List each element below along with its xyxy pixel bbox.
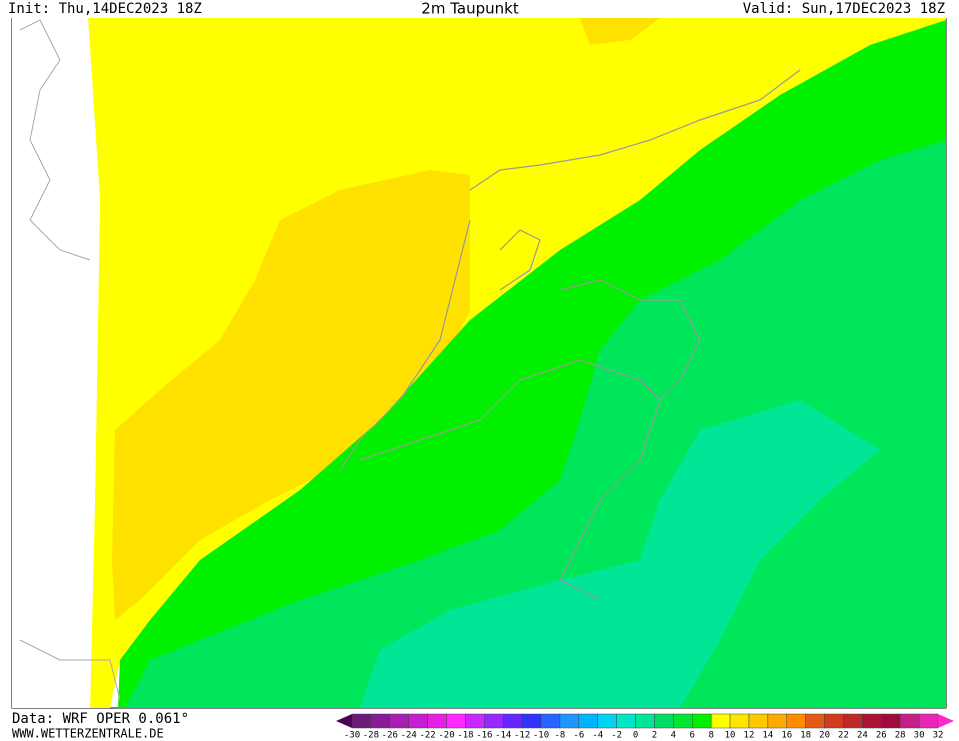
colorbar-box	[729, 713, 750, 729]
colorbar-box	[881, 713, 901, 729]
colorbar-label: 32	[933, 731, 944, 741]
colorbar-label: -26	[382, 731, 398, 741]
colorbar-label: -10	[533, 731, 549, 741]
colorbar-label: -8	[555, 731, 566, 741]
orange-zone	[112, 170, 470, 620]
colorbar-box	[899, 713, 920, 729]
colorbar-box	[578, 713, 598, 729]
colorbar-label: -6	[573, 731, 584, 741]
colorbar-label: -16	[476, 731, 492, 741]
colorbar-label: 30	[914, 731, 925, 741]
valid-text: Valid: Sun,17DEC2023 18Z	[743, 1, 945, 17]
colorbar-box	[767, 713, 788, 729]
site-url: WWW.WETTERZENTRALE.DE	[12, 727, 164, 741]
colorbar-low-arrow	[336, 714, 352, 728]
coast-west	[19, 19, 121, 701]
colorbar-label: 0	[633, 731, 638, 741]
colorbar-box	[692, 713, 712, 729]
colorbar-box	[540, 713, 561, 729]
colorbar-box	[559, 713, 580, 729]
colorbar-label: -2	[611, 731, 622, 741]
colorbar-label: -28	[363, 731, 379, 741]
colorbar-label: -30	[344, 731, 360, 741]
colorbar-label: -24	[401, 731, 417, 741]
colorbar-box	[786, 713, 806, 729]
colorbar-box	[673, 713, 693, 729]
yellow-zone	[88, 18, 946, 708]
borders	[339, 69, 801, 601]
colorbar-label: 8	[708, 731, 713, 741]
colorbar-box	[710, 713, 731, 729]
colorbar-box	[918, 713, 939, 729]
colorbar-box	[805, 713, 825, 729]
colorbar-box	[616, 713, 636, 729]
colorbar-label: 20	[819, 731, 830, 741]
header-bg	[0, 0, 959, 18]
colorbar-label: 12	[744, 731, 755, 741]
colorbar-box	[521, 713, 542, 729]
colorbar-label: 28	[895, 731, 906, 741]
colorbar-high-arrow	[938, 714, 954, 728]
colorbar-box	[408, 713, 428, 729]
colorbar-label: 16	[781, 731, 792, 741]
colorbar-label: 2	[652, 731, 657, 741]
colorbar-box	[389, 713, 409, 729]
colorbar-box	[597, 713, 617, 729]
colorbar-box	[843, 713, 863, 729]
map	[11, 17, 947, 709]
colorbar-box	[824, 713, 844, 729]
colorbar-label: -22	[419, 731, 435, 741]
colorbar-label: -4	[592, 731, 603, 741]
colorbar-label: 4	[671, 731, 676, 741]
colorbar-label: 24	[857, 731, 868, 741]
colorbar: -30 -28 -26 -24 -22 -20 -18 -16 -14 -12 -10 -8 -6 -4-…	[336, 713, 954, 741]
colorbar-label: -20	[438, 731, 454, 741]
colorbar-box	[862, 713, 882, 729]
land-west	[12, 18, 100, 708]
colorbar-label: 10	[725, 731, 736, 741]
colorbar-label: 14	[762, 731, 773, 741]
colorbar-label: 22	[838, 731, 849, 741]
colorbar-label: -18	[457, 731, 473, 741]
colorbar-box	[465, 713, 485, 729]
colorbar-label: 18	[800, 731, 811, 741]
colorbar-label: -14	[495, 731, 511, 741]
data-source: Data: WRF OPER 0.061°	[12, 711, 189, 727]
colorbar-box	[654, 713, 674, 729]
colorbar-label: 6	[690, 731, 695, 741]
colorbar-label: 26	[876, 731, 887, 741]
colorbar-box	[502, 713, 523, 729]
colorbar-box	[427, 713, 447, 729]
map-title: 2m Taupunkt	[421, 0, 519, 18]
colorbar-box	[484, 713, 504, 729]
init-text: Init: Thu,14DEC2023 18Z	[8, 1, 202, 17]
colorbar-label: -12	[514, 731, 530, 741]
teal-zone	[360, 400, 880, 708]
colorbar-box	[748, 713, 769, 729]
colorbar-box	[635, 713, 655, 729]
colorbar-box	[351, 713, 372, 729]
orange-zone-2	[580, 18, 660, 45]
colorbar-box	[446, 713, 466, 729]
colorbar-box	[370, 713, 391, 729]
